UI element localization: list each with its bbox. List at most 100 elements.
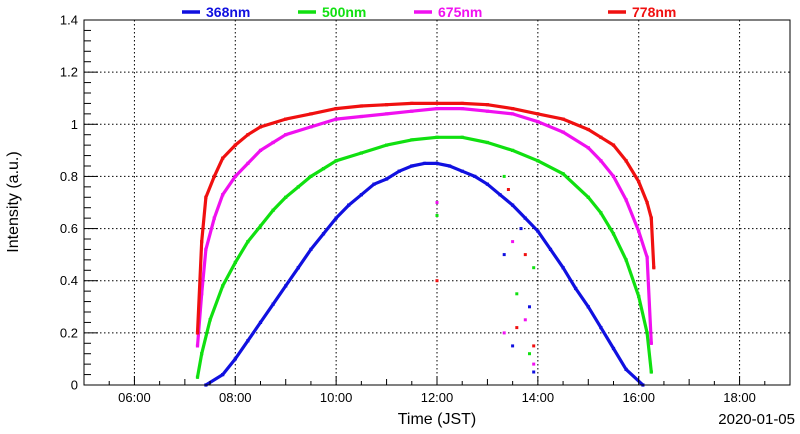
data-point-368nm bbox=[397, 169, 401, 173]
data-point-675nm bbox=[200, 292, 204, 296]
data-point-778nm bbox=[460, 101, 464, 105]
data-point-778nm bbox=[511, 107, 515, 111]
scatter-point-778nm bbox=[515, 326, 519, 330]
data-point-778nm bbox=[221, 156, 225, 160]
data-point-500nm bbox=[208, 318, 212, 322]
data-point-778nm bbox=[359, 104, 363, 108]
data-point-778nm bbox=[637, 180, 641, 184]
scatter-point-675nm bbox=[435, 201, 439, 204]
x-tick-label: 06:00 bbox=[118, 390, 151, 405]
y-tick-label: 0.2 bbox=[60, 325, 78, 340]
data-point-368nm bbox=[334, 216, 338, 220]
scatter-point-500nm bbox=[528, 352, 531, 356]
data-point-778nm bbox=[485, 103, 489, 107]
data-point-500nm bbox=[435, 135, 439, 139]
data-point-500nm bbox=[271, 208, 275, 212]
data-point-500nm bbox=[233, 260, 237, 265]
y-tick-label: 0 bbox=[71, 378, 78, 393]
data-point-778nm bbox=[649, 216, 653, 220]
y-tick-label: 0.4 bbox=[60, 273, 78, 288]
data-point-675nm bbox=[410, 109, 414, 113]
data-point-500nm bbox=[221, 284, 225, 288]
data-point-675nm bbox=[195, 344, 200, 348]
data-point-368nm bbox=[258, 320, 263, 324]
scatter-point-778nm bbox=[532, 344, 536, 348]
scatter-point-675nm bbox=[532, 362, 536, 366]
y-axis-title: Intensity (a.u.) bbox=[5, 151, 22, 252]
data-point-368nm bbox=[498, 193, 502, 197]
data-point-500nm bbox=[334, 159, 338, 163]
data-point-500nm bbox=[599, 211, 603, 215]
scatter-point-368nm bbox=[519, 227, 523, 231]
x-tick-label: 18:00 bbox=[723, 390, 756, 405]
data-point-778nm bbox=[284, 117, 288, 121]
data-point-368nm bbox=[233, 357, 237, 361]
data-point-778nm bbox=[652, 266, 656, 270]
data-layer bbox=[195, 101, 656, 387]
data-point-500nm bbox=[258, 224, 263, 228]
data-point-368nm bbox=[246, 339, 250, 343]
data-point-778nm bbox=[195, 331, 200, 335]
data-point-778nm bbox=[258, 125, 263, 129]
data-point-368nm bbox=[372, 182, 376, 186]
data-point-368nm bbox=[548, 247, 553, 251]
data-point-368nm bbox=[321, 232, 326, 236]
y-tick-label: 1.2 bbox=[60, 65, 78, 80]
data-point-500nm bbox=[385, 143, 389, 147]
x-tick-label: 14:00 bbox=[522, 390, 555, 405]
scatter-point-675nm bbox=[502, 331, 506, 335]
scatter-point-500nm bbox=[515, 292, 519, 296]
series-line-778nm bbox=[195, 101, 656, 335]
legend-label-675nm: 675nm bbox=[438, 4, 482, 20]
data-point-675nm bbox=[460, 107, 464, 111]
scatter-point-368nm bbox=[511, 344, 515, 348]
data-point-368nm bbox=[284, 284, 288, 288]
scatter-point-675nm bbox=[511, 240, 515, 244]
data-point-778nm bbox=[611, 143, 616, 147]
x-tick-label: 12:00 bbox=[421, 390, 454, 405]
data-point-675nm bbox=[485, 109, 489, 113]
data-point-500nm bbox=[511, 148, 515, 152]
x-tick-label: 16:00 bbox=[622, 390, 655, 405]
data-point-500nm bbox=[410, 138, 414, 142]
data-point-675nm bbox=[309, 125, 313, 129]
data-point-778nm bbox=[599, 135, 603, 139]
data-point-675nm bbox=[258, 148, 263, 152]
data-point-500nm bbox=[460, 135, 464, 139]
data-point-368nm bbox=[410, 164, 414, 168]
data-point-778nm bbox=[435, 101, 439, 105]
data-point-368nm bbox=[586, 305, 590, 309]
data-point-675nm bbox=[385, 112, 389, 116]
data-point-368nm bbox=[460, 169, 464, 173]
legend-label-500nm: 500nm bbox=[322, 4, 366, 20]
data-point-778nm bbox=[334, 107, 338, 111]
data-point-500nm bbox=[309, 174, 313, 178]
data-point-500nm bbox=[296, 185, 300, 189]
data-point-675nm bbox=[536, 120, 540, 124]
data-point-675nm bbox=[637, 229, 641, 233]
data-point-778nm bbox=[385, 103, 389, 107]
legend-label-778nm: 778nm bbox=[632, 4, 676, 20]
data-point-368nm bbox=[347, 203, 351, 207]
data-point-778nm bbox=[410, 101, 414, 105]
data-point-675nm bbox=[204, 247, 208, 251]
data-point-778nm bbox=[645, 200, 649, 205]
data-point-500nm bbox=[586, 195, 590, 199]
data-point-675nm bbox=[221, 193, 225, 197]
data-point-675nm bbox=[359, 114, 363, 119]
data-point-500nm bbox=[321, 167, 326, 171]
data-point-675nm bbox=[284, 133, 288, 137]
data-point-675nm bbox=[624, 198, 628, 202]
data-point-500nm bbox=[485, 140, 489, 145]
data-point-368nm bbox=[473, 174, 477, 178]
data-point-675nm bbox=[645, 255, 649, 259]
data-point-675nm bbox=[561, 130, 565, 134]
x-tick-label: 10:00 bbox=[320, 390, 353, 405]
data-point-500nm bbox=[637, 294, 641, 298]
data-point-368nm bbox=[448, 164, 452, 168]
data-point-675nm bbox=[212, 216, 216, 220]
data-point-500nm bbox=[195, 375, 200, 379]
x-axis-title: Time (JST) bbox=[398, 411, 477, 428]
